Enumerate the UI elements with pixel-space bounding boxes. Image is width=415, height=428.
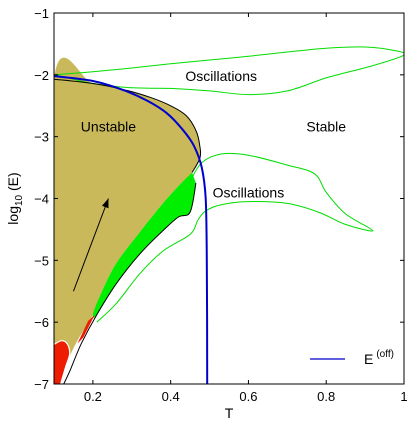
chart-annotations: Unstable Stable Oscillations Oscillations: [72, 68, 346, 292]
boundary-lower-line: [63, 182, 197, 384]
y-tick-label: −7: [34, 377, 49, 392]
y-tick-label: −4: [34, 192, 49, 207]
white-boundary-line: [54, 340, 71, 384]
x-tick-label: 0.8: [317, 389, 335, 404]
y-axis-label: log10 (E): [5, 172, 25, 224]
legend: E (off): [310, 349, 394, 367]
y-tick-label: −5: [34, 253, 49, 268]
y-tick-label: −2: [34, 68, 49, 83]
x-tick-label: 0.4: [162, 389, 180, 404]
x-axis-label: T: [225, 405, 234, 421]
label-oscillations-2: Oscillations: [185, 68, 257, 84]
chart-curves: [54, 46, 404, 384]
x-tick-label: 0.2: [84, 389, 102, 404]
y-tick-label: −3: [34, 130, 49, 145]
red-region-left: [54, 340, 70, 384]
e-off-curve: [54, 75, 209, 384]
x-tick-label: 0.6: [239, 389, 257, 404]
oscillation-upper-loop: [54, 46, 404, 96]
x-tick-label: 1: [400, 389, 407, 404]
arrow-shaft: [72, 198, 109, 292]
y-tick-label: −1: [34, 6, 49, 21]
arrow-head: [102, 198, 109, 209]
label-unstable-0: Unstable: [81, 119, 136, 135]
y-tick-label: −6: [34, 315, 49, 330]
red-region-upper: [77, 314, 95, 344]
oscillation-lower-loop: [96, 152, 374, 323]
unstable-region: [54, 57, 201, 384]
chart-regions: [54, 57, 201, 384]
oscillation-region: [92, 172, 196, 318]
label-oscillations-3: Oscillations: [213, 184, 285, 200]
legend-label: E (off): [364, 349, 394, 367]
label-stable-1: Stable: [306, 119, 346, 135]
